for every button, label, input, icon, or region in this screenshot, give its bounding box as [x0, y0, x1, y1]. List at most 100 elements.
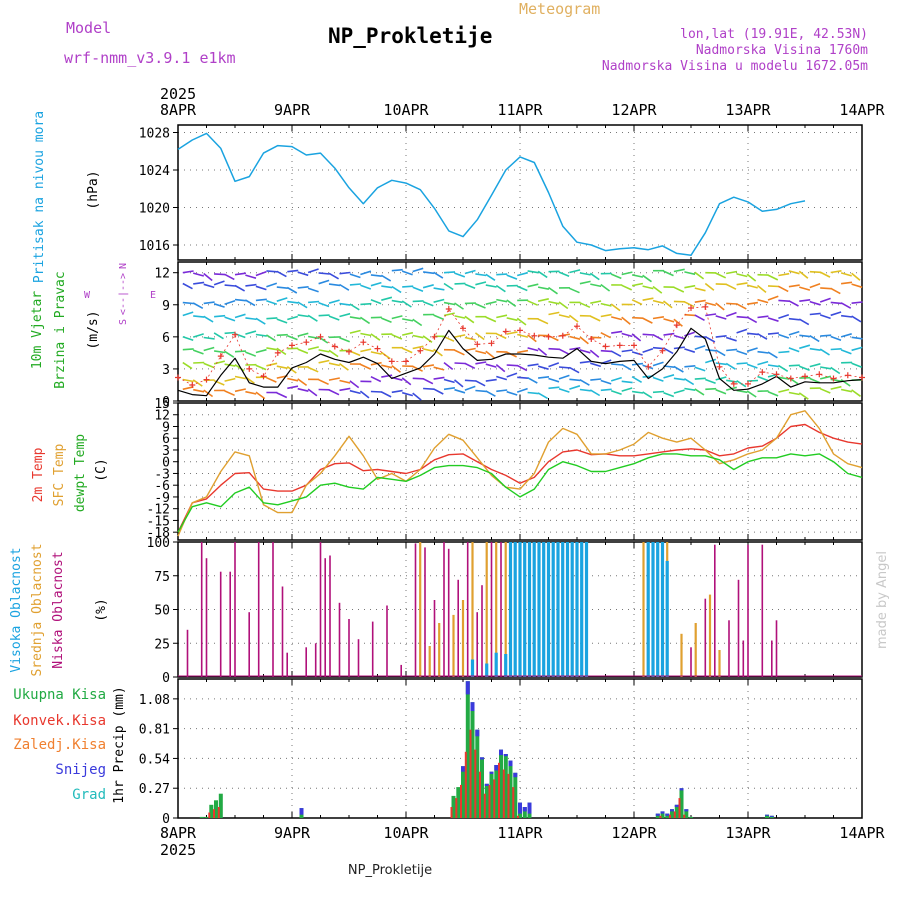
- wind-barb: [694, 377, 706, 380]
- day-label-bottom: 11APR: [497, 824, 543, 842]
- wind-barb: [621, 349, 633, 353]
- wind-barb: [266, 317, 278, 320]
- wind-barb: [318, 359, 330, 364]
- precip-total-bar: [765, 814, 769, 818]
- day-label-top: 12APR: [611, 101, 657, 119]
- y-tick-label: 6: [162, 432, 170, 447]
- wind-barb: [631, 390, 644, 394]
- wind-barb: [401, 391, 414, 397]
- wind-barb: [255, 364, 267, 371]
- y-tick-label: -15: [147, 514, 170, 529]
- wind-barb: [370, 299, 382, 305]
- wind-barb: [349, 283, 361, 286]
- wind-barb: [537, 286, 550, 290]
- wind-barb: [213, 303, 225, 308]
- wind-barb: [433, 366, 445, 371]
- wind-barb: [496, 273, 508, 276]
- wind-barb: [496, 314, 508, 319]
- compass-n: N: [118, 263, 129, 269]
- day-label-bottom: 12APR: [611, 824, 657, 842]
- wind-barb: [464, 283, 476, 290]
- wind-barb: [454, 302, 464, 310]
- wind-barb: [527, 391, 539, 395]
- wind-barb: [673, 389, 685, 394]
- y-tick-label: 1020: [139, 202, 170, 217]
- precip-total-bar: [769, 815, 774, 818]
- wind-barb: [757, 333, 768, 340]
- cloud-high-bar: [584, 542, 589, 677]
- wind-barb: [652, 390, 665, 394]
- wind-barb: [757, 375, 769, 382]
- cloud-low-bar: [371, 621, 374, 677]
- wind-barb: [192, 302, 204, 310]
- wind-barb: [611, 330, 623, 334]
- wind-barb: [590, 378, 602, 381]
- wind-barb: [286, 365, 297, 374]
- wind-barb: [443, 335, 455, 342]
- wind-barb: [370, 351, 382, 355]
- wind-barb: [746, 316, 758, 324]
- cloud-high-bar: [660, 542, 665, 677]
- wind-barb: [339, 387, 351, 392]
- cloud-low-bar: [281, 586, 284, 677]
- wind-barb: [454, 282, 466, 285]
- wind-barb: [287, 315, 299, 321]
- wind-barb: [558, 271, 570, 277]
- wind-barb: [203, 283, 215, 289]
- precip-total-bar: [660, 811, 665, 818]
- wind-barb: [443, 271, 456, 274]
- wind-barb: [652, 299, 664, 304]
- precip-snow-bar: [522, 807, 527, 812]
- y-tick-label: 9: [162, 299, 170, 314]
- cloud-low-bar: [248, 612, 250, 677]
- cloud-unit: (%): [94, 598, 109, 621]
- wind-barb: [767, 295, 779, 301]
- wind-barb: [569, 385, 581, 390]
- cloud-low-bar: [319, 542, 322, 677]
- wind-barb: [663, 270, 674, 277]
- cloud-low-bar: [747, 544, 749, 677]
- wind-barb: [370, 281, 382, 287]
- wind-barb: [569, 366, 580, 374]
- wind-barb: [370, 361, 382, 366]
- precip-snow-bar: [508, 760, 513, 767]
- wind-barb: [610, 273, 622, 280]
- wind-barb: [443, 378, 455, 384]
- wind-gust-marker: [773, 371, 780, 378]
- wind-barb: [819, 297, 831, 303]
- wind-gust-marker: [574, 323, 580, 330]
- wind-barb: [234, 363, 245, 372]
- wind-barb: [694, 271, 705, 280]
- pressure-title: Pritisak na nivou mora: [32, 111, 47, 283]
- wind-barb: [819, 314, 831, 320]
- wind-barb: [589, 315, 601, 322]
- day-label-bottom: 8APR: [160, 824, 197, 842]
- cloud-high-bar: [537, 542, 541, 677]
- wind-barb: [517, 333, 529, 338]
- precip-total-bar: [684, 809, 689, 818]
- wind-barb: [287, 385, 299, 390]
- wind-barb: [558, 314, 570, 319]
- precip-conv-bar: [493, 779, 496, 818]
- wind-barb: [517, 376, 529, 379]
- wind-barb: [631, 299, 643, 306]
- wind-barb: [182, 270, 194, 274]
- wind-barb: [799, 344, 811, 350]
- wind-gust-marker: [602, 343, 609, 350]
- precip-snow-bar: [499, 749, 503, 756]
- cloud-low-bar: [305, 647, 307, 677]
- wind-barb: [203, 315, 214, 323]
- precip-total-bar: [513, 772, 518, 818]
- wind-barb: [234, 375, 246, 380]
- wind-barb: [266, 362, 278, 367]
- footer-station: NP_Prokletije: [348, 863, 432, 878]
- wind-barb: [203, 362, 215, 369]
- wind-barb: [548, 386, 560, 390]
- wind-barb: [433, 271, 444, 279]
- wind-gust-marker: [417, 347, 424, 354]
- wind-barb: [266, 300, 278, 306]
- wind-barb: [224, 284, 236, 287]
- precip-snow-bar: [465, 681, 470, 695]
- wind-barb: [255, 348, 267, 354]
- wind-barb: [840, 379, 851, 387]
